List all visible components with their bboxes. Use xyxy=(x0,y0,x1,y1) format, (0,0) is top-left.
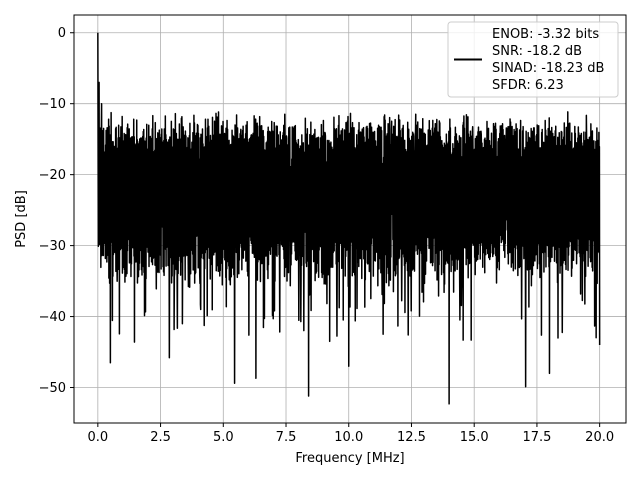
legend-entry-enob: ENOB: -3.32 bits xyxy=(492,27,599,42)
series-layer xyxy=(97,32,601,405)
legend: ENOB: -3.32 bits SNR: -18.2 dB SINAD: -1… xyxy=(447,21,619,98)
x-tick-label: 10.0 xyxy=(334,430,363,445)
x-tick-label: 2.5 xyxy=(150,430,171,445)
x-tick-label: 12.5 xyxy=(397,430,426,445)
legend-entry-sfdr: SFDR: 6.23 xyxy=(492,78,564,93)
legend-entry-snr: SNR: -18.2 dB xyxy=(492,44,582,59)
x-tick-label: 20.0 xyxy=(585,430,614,445)
y-tick-label: −20 xyxy=(39,168,66,183)
y-tick-label: −40 xyxy=(39,310,66,325)
x-tick-label: 7.5 xyxy=(276,430,297,445)
y-tick-label: −50 xyxy=(39,381,66,396)
y-tick-label: 0 xyxy=(58,26,66,41)
y-tick-label: −10 xyxy=(39,97,66,112)
plot-frame xyxy=(73,14,627,424)
x-axis-label: Frequency [MHz] xyxy=(295,451,404,466)
x-tick-label: 0.0 xyxy=(87,430,108,445)
psd-series-line xyxy=(97,32,601,405)
y-axis-label: PSD [dB] xyxy=(14,190,29,248)
tick-layer: 0.0 2.5 5.0 7.5 10.0 12.5 15.0 17.5 20.0 0 −10 −20 −… xyxy=(39,26,615,445)
y-tick-label: −30 xyxy=(39,239,66,254)
x-tick-label: 15.0 xyxy=(460,430,489,445)
legend-entry-sinad: SINAD: -18.23 dB xyxy=(492,61,604,76)
x-tick-label: 5.0 xyxy=(213,430,234,445)
x-tick-label: 17.5 xyxy=(522,430,551,445)
legend-box xyxy=(447,21,619,98)
